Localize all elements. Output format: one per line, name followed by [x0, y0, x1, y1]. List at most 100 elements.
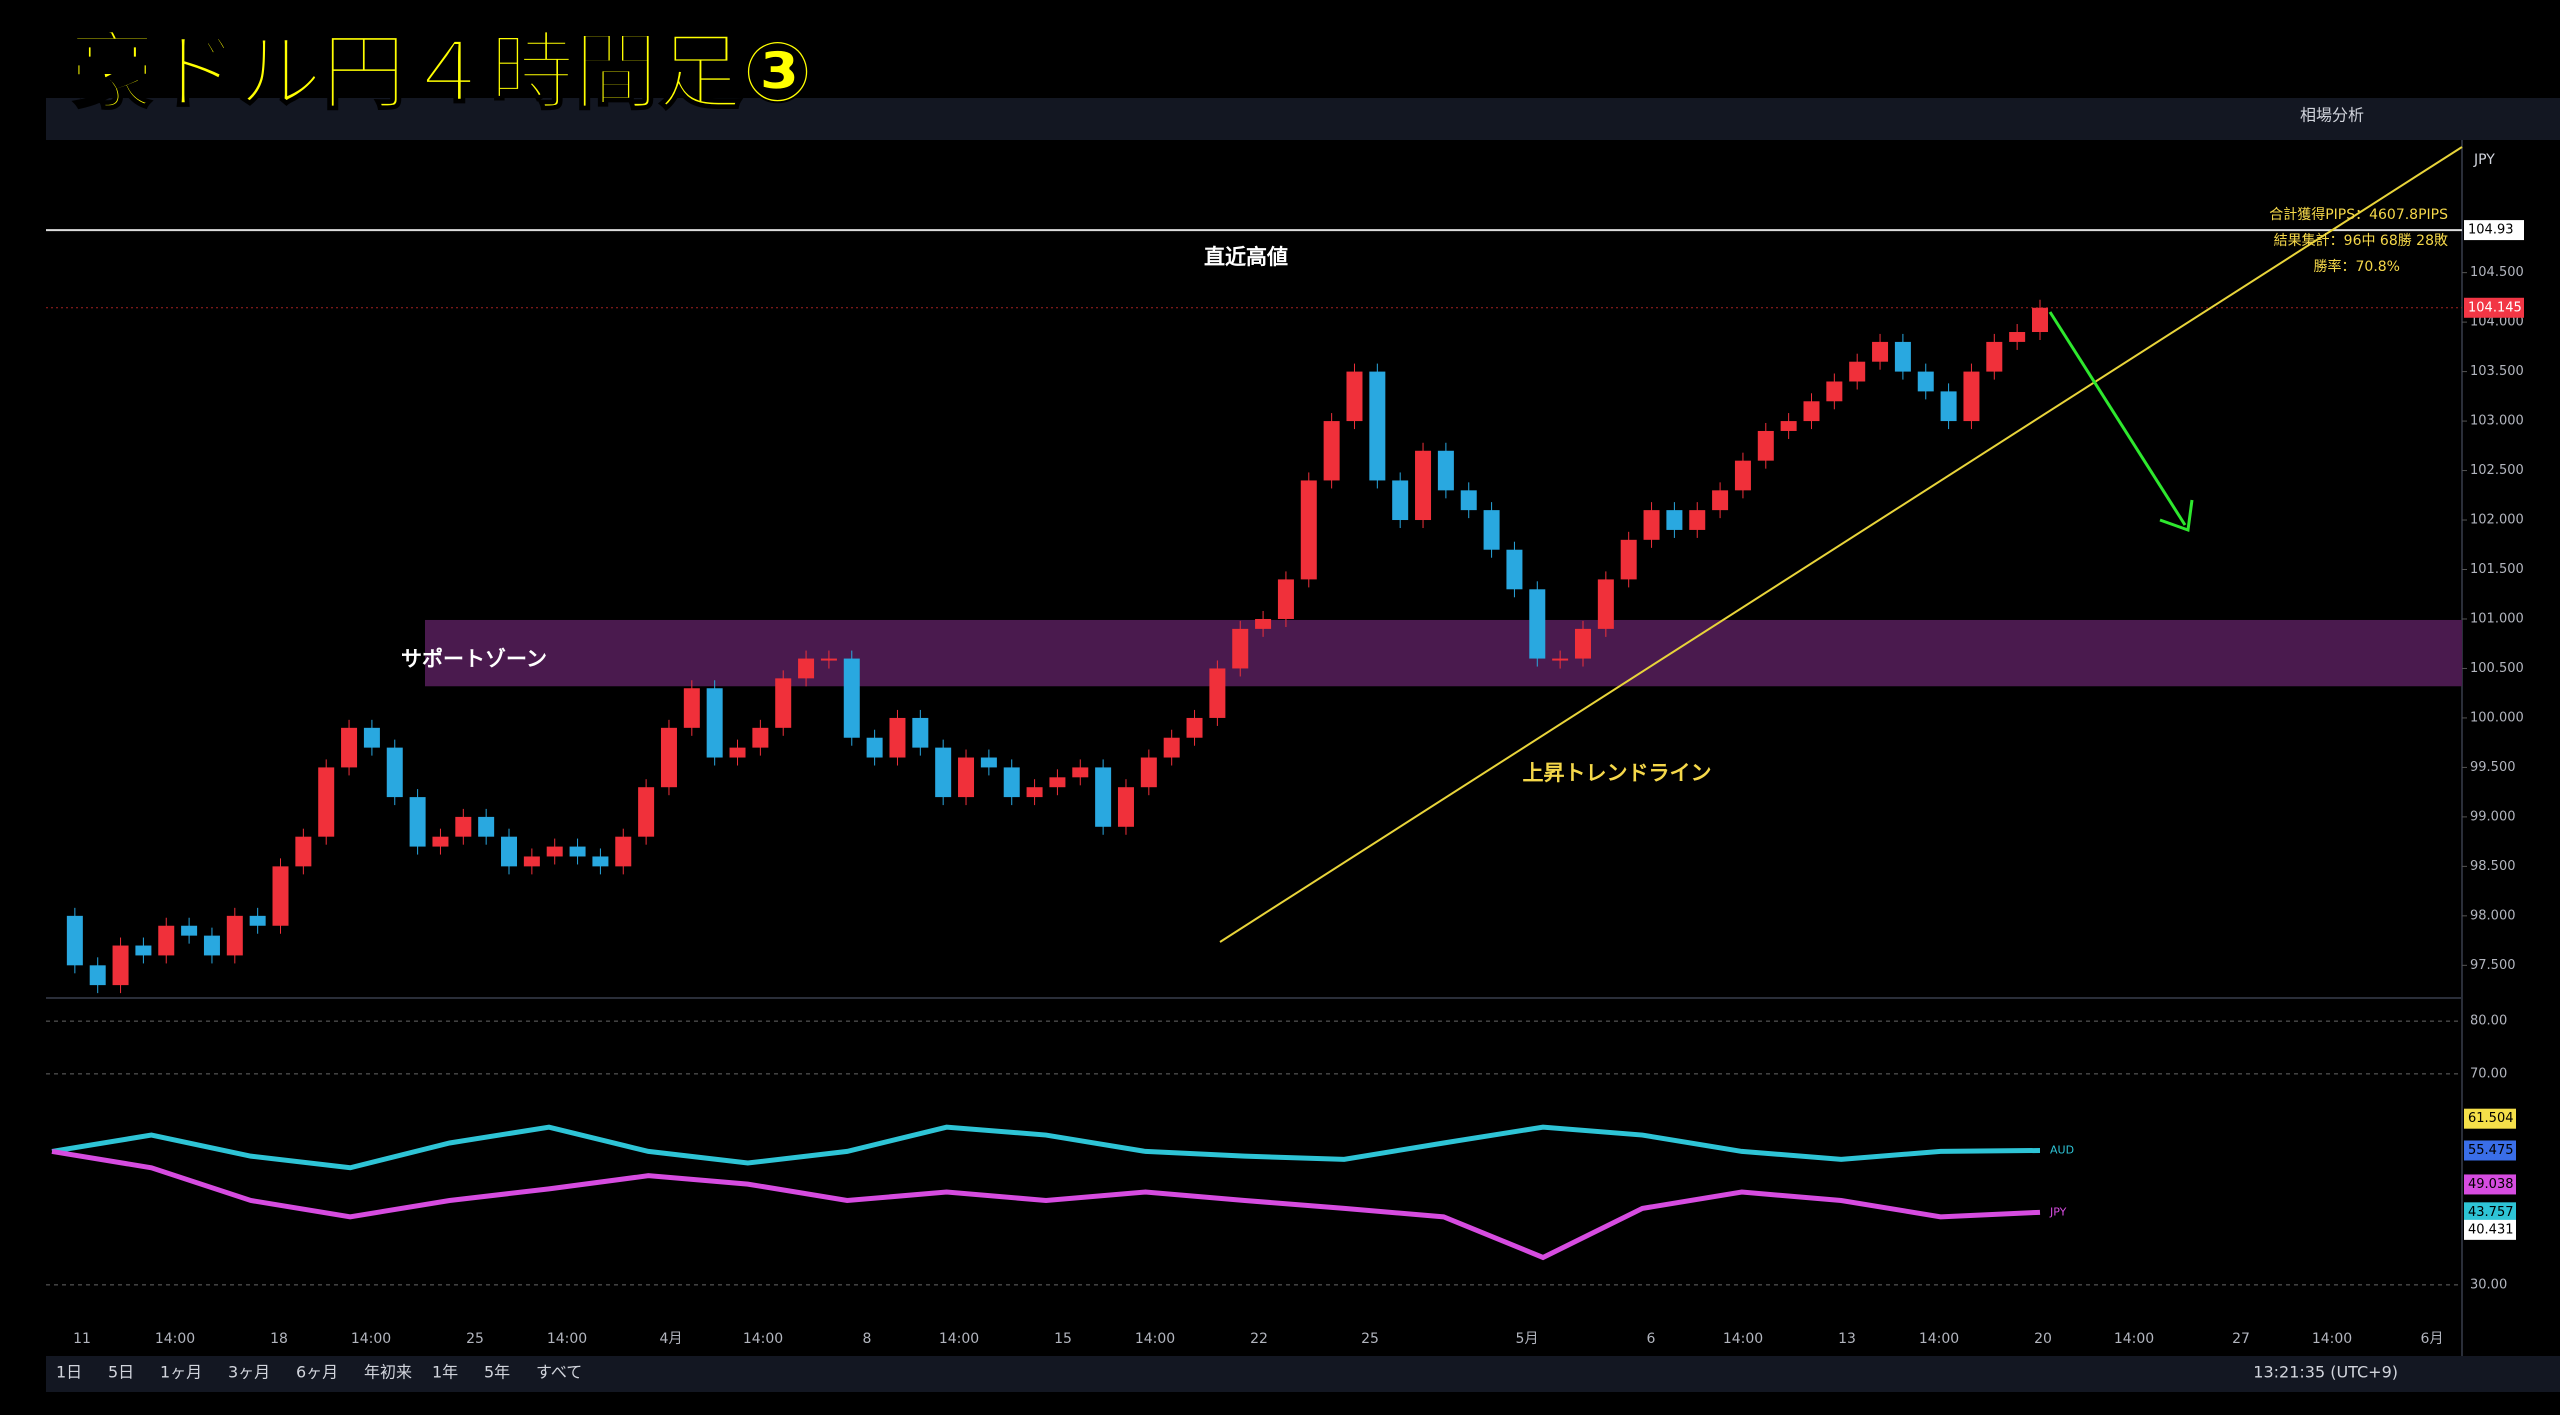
candle [203, 935, 220, 956]
y-tick-label: 103.000 [2470, 414, 2524, 429]
candle [363, 727, 380, 748]
range-button[interactable]: 1ヶ月 [160, 1363, 202, 1382]
candle [1095, 767, 1112, 827]
x-tick-label: 8 [863, 1331, 872, 1347]
candle [1140, 757, 1157, 788]
candle [935, 747, 952, 798]
axis-tag-label: 61.504 [2468, 1111, 2514, 1126]
arrow-head [2159, 499, 2194, 533]
candle [752, 727, 769, 748]
x-tick-label: 18 [270, 1331, 288, 1347]
range-button[interactable]: 3ヶ月 [228, 1363, 270, 1382]
y-tick-label: 101.500 [2470, 562, 2524, 577]
candle [1232, 628, 1249, 669]
candle [1186, 717, 1203, 738]
candle [1849, 361, 1866, 382]
candle [1026, 787, 1043, 798]
candle [1300, 480, 1317, 580]
trend-line [1219, 146, 2463, 943]
candle [912, 717, 929, 748]
candle [729, 747, 746, 758]
range-button[interactable]: 5年 [484, 1363, 510, 1382]
candle [1826, 381, 1843, 402]
candle [1734, 460, 1751, 491]
candle [1780, 421, 1797, 431]
candle [843, 658, 860, 738]
y-tick-label: 99.500 [2470, 760, 2516, 775]
x-tick-label: 14:00 [939, 1331, 979, 1347]
candle [820, 658, 837, 661]
x-tick-label: 14:00 [1723, 1331, 1763, 1347]
candle [249, 915, 266, 926]
range-button[interactable]: 年初来 [364, 1363, 412, 1382]
range-button[interactable]: 6ヶ月 [296, 1363, 338, 1382]
x-tick-label: 6月 [2421, 1331, 2444, 1347]
axis-tag-label: 49.038 [2468, 1177, 2514, 1192]
annotation: 上昇トレンドライン [1523, 761, 1712, 785]
candle [1255, 618, 1272, 629]
axis-tag [2464, 1202, 2516, 1223]
candle [432, 836, 449, 847]
price-label: 104.145 [2468, 300, 2522, 315]
y-tick-label: 102.000 [2470, 513, 2524, 528]
candle [1277, 579, 1294, 619]
legend-entry: AUD [2050, 1143, 2074, 1156]
y-tick-label: 70.00 [2470, 1066, 2507, 1081]
y-tick-label: 80.00 [2470, 1014, 2507, 1029]
x-tick-label: 14:00 [351, 1331, 391, 1347]
candle [1963, 371, 1980, 422]
axis-tag-label: 55.475 [2468, 1143, 2514, 1158]
candle [1940, 391, 1957, 422]
range-button[interactable]: 1日 [56, 1363, 82, 1382]
annotation: サポートゾーン [401, 647, 547, 671]
stat: 合計獲得PIPS：4607.8PIPS [2269, 206, 2448, 223]
candle [1346, 371, 1363, 422]
price-tag [2464, 220, 2524, 241]
x-tick-label: 14:00 [1919, 1331, 1959, 1347]
candle [683, 688, 700, 728]
x-tick-label: 25 [1361, 1331, 1379, 1347]
tool-label[interactable]: 相場分析 [2300, 106, 2364, 125]
y-tick-label: 97.500 [2470, 958, 2516, 973]
osc-line [51, 1124, 2041, 1171]
y-tick-label: 30.00 [2470, 1277, 2507, 1292]
currency: JPY [2473, 152, 2495, 168]
candle [798, 658, 815, 679]
candle [226, 915, 243, 956]
candle [638, 787, 655, 837]
legend-entry: JPY [2049, 1205, 2067, 1218]
x-tick-label: 14:00 [2312, 1331, 2352, 1347]
candle [706, 688, 723, 758]
candle [1917, 371, 1934, 392]
candle [501, 836, 518, 867]
candle [1506, 549, 1523, 590]
range-button[interactable]: 5日 [108, 1363, 134, 1382]
candle [1163, 737, 1180, 758]
range-button[interactable]: すべて [536, 1363, 582, 1382]
candle [569, 846, 586, 857]
stat: 結果集計：96中 68勝 28敗 [2274, 232, 2448, 249]
range-button[interactable]: 1年 [432, 1363, 458, 1382]
candle [272, 866, 289, 926]
candle [2009, 332, 2026, 342]
axis-tag-label: 43.757 [2468, 1205, 2514, 1220]
page-title: 豪ドル円４時間足③ [70, 23, 813, 121]
candle [1620, 539, 1637, 580]
candle [1712, 490, 1729, 511]
arrow [2048, 311, 2187, 526]
candle [1003, 767, 1020, 798]
candle [1803, 401, 1820, 422]
x-tick-label: 6 [1647, 1331, 1656, 1347]
y-tick-label: 102.500 [2470, 463, 2524, 478]
x-tick-label: 5月 [1516, 1331, 1539, 1347]
x-tick-label: 13 [1838, 1331, 1856, 1347]
candle [181, 925, 198, 936]
candle [1552, 658, 1569, 661]
price-tag [2464, 297, 2524, 318]
candle [775, 678, 792, 728]
y-tick-label: 104.000 [2470, 315, 2524, 330]
x-tick-label: 14:00 [1135, 1331, 1175, 1347]
candle [1483, 510, 1500, 550]
candle [158, 925, 175, 956]
